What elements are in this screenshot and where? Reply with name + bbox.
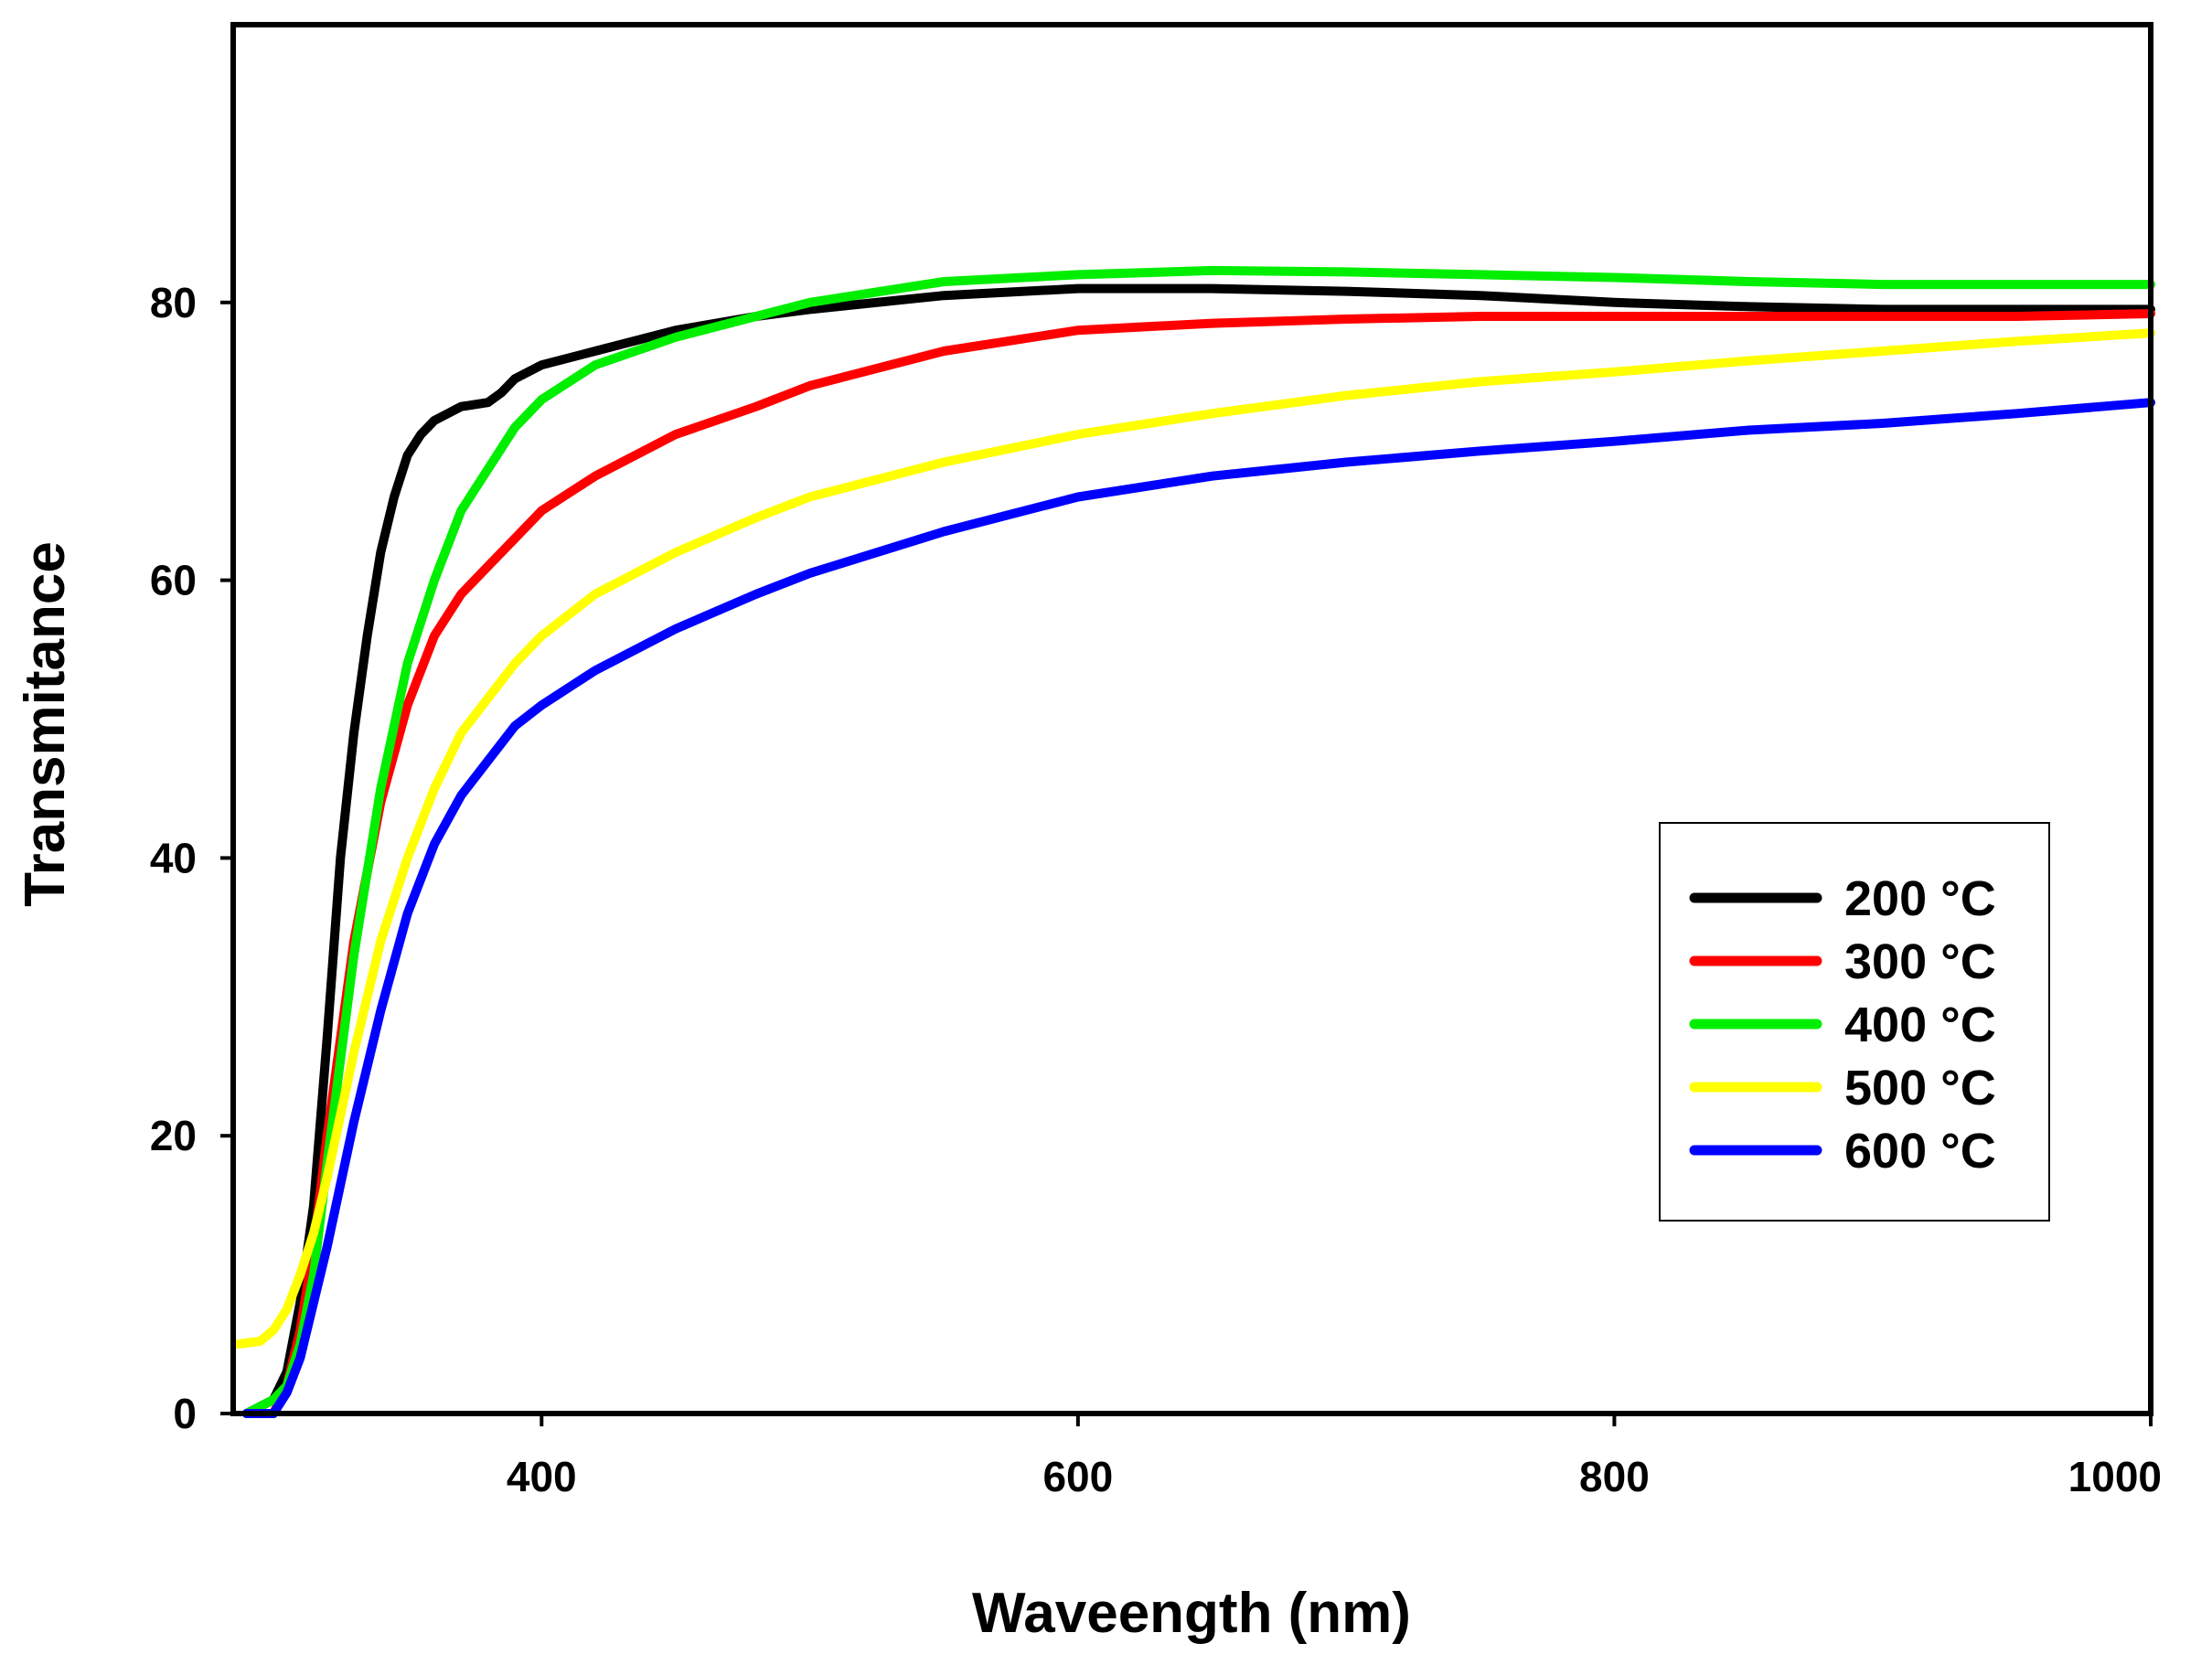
legend-label-2: 400 °C [1844,998,1996,1052]
series-line-0 [241,283,2155,1418]
plot-area-frame [230,22,2153,1416]
series-lines [233,265,2155,1418]
x-tick-label-1: 600 [1042,1453,1113,1500]
y-axis: 0 20 40 60 80 [150,279,233,1437]
x-tick-label-3: 1000 [2068,1453,2162,1500]
x-tick-label-2: 800 [1579,1453,1650,1500]
y-tick-label-2: 40 [150,834,197,881]
x-axis: 400 600 800 1000 [507,1414,2162,1500]
y-tick-label-1: 20 [150,1112,197,1159]
legend-label-3: 500 °C [1844,1061,1996,1115]
y-tick-label-3: 60 [150,557,197,604]
legend-items: 200 °C 300 °C 400 °C 500 °C 600 °C [1689,871,1996,1179]
x-axis-title: Waveength (nm) [972,1582,1411,1645]
legend: 200 °C 300 °C 400 °C 500 °C 600 °C [1659,822,2050,1222]
y-axis-title: Transmitance [14,541,77,907]
y-tick-label-0: 0 [173,1390,197,1437]
legend-label-4: 600 °C [1844,1124,1996,1179]
x-tick-label-0: 400 [507,1453,577,1500]
series-line-3 [233,328,2155,1349]
y-tick-label-4: 80 [150,279,197,326]
legend-label-1: 300 °C [1844,934,1996,989]
legend-label-0: 200 °C [1844,871,1996,926]
series-line-4 [241,398,2155,1418]
